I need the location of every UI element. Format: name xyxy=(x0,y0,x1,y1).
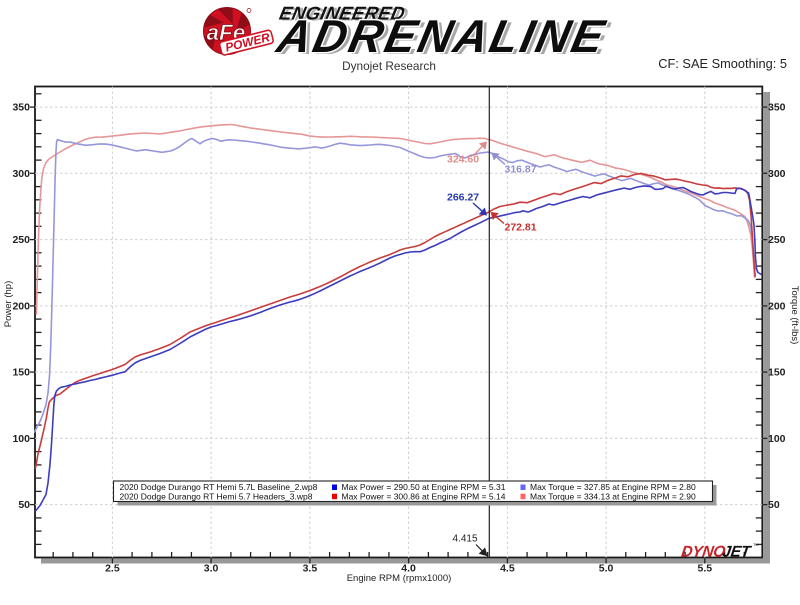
svg-text:ENGINEERED: ENGINEERED xyxy=(278,3,408,24)
svg-text:100: 100 xyxy=(12,433,30,445)
svg-text:50: 50 xyxy=(18,499,30,511)
svg-text:Max Power = 290.50 at Engine R: Max Power = 290.50 at Engine RPM = 5.31 xyxy=(342,482,506,492)
svg-text:150: 150 xyxy=(12,367,30,379)
svg-text:250: 250 xyxy=(768,234,786,246)
svg-text:4.5: 4.5 xyxy=(500,563,515,575)
svg-text:JET: JET xyxy=(721,544,753,561)
svg-text:324.60: 324.60 xyxy=(447,154,479,166)
svg-text:300: 300 xyxy=(12,168,30,180)
svg-text:316.87: 316.87 xyxy=(505,164,537,176)
svg-text:250: 250 xyxy=(12,234,30,246)
svg-text:Engine RPM (rpmx1000): Engine RPM (rpmx1000) xyxy=(347,573,452,584)
svg-text:266.27: 266.27 xyxy=(447,192,479,204)
svg-text:3.0: 3.0 xyxy=(204,563,219,575)
svg-text:Power (hp): Power (hp) xyxy=(3,281,14,327)
svg-text:Max Torque = 334.13 at Engine: Max Torque = 334.13 at Engine RPM = 2.90 xyxy=(530,491,696,501)
svg-text:200: 200 xyxy=(12,300,30,312)
svg-text:150: 150 xyxy=(768,367,786,379)
svg-text:Max Power = 300.86 at Engine R: Max Power = 300.86 at Engine RPM = 5.14 xyxy=(342,491,506,501)
svg-text:ADRENALINE: ADRENALINE xyxy=(276,12,615,63)
svg-text:ADRENALINE: ADRENALINE xyxy=(272,10,611,61)
svg-text:CF: SAE Smoothing: 5: CF: SAE Smoothing: 5 xyxy=(658,56,787,71)
svg-text:3.5: 3.5 xyxy=(303,563,318,575)
svg-text:Torque (ft-lbs): Torque (ft-lbs) xyxy=(789,286,800,345)
svg-text:4.0: 4.0 xyxy=(401,563,416,575)
svg-text:100: 100 xyxy=(768,433,786,445)
svg-text:272.81: 272.81 xyxy=(505,222,537,234)
svg-text:200: 200 xyxy=(768,300,786,312)
svg-text:2020 Dodge Durango RT Hemi 5.7: 2020 Dodge Durango RT Hemi 5.7 Headers_3… xyxy=(120,491,313,501)
svg-text:ENGINEERED: ENGINEERED xyxy=(281,4,411,25)
svg-text:5.0: 5.0 xyxy=(599,563,614,575)
svg-text:DYNO: DYNO xyxy=(680,544,726,561)
svg-text:50: 50 xyxy=(768,499,780,511)
svg-text:5.5: 5.5 xyxy=(697,563,712,575)
svg-text:350: 350 xyxy=(12,102,30,114)
svg-text:300: 300 xyxy=(768,168,786,180)
svg-text:2.5: 2.5 xyxy=(105,563,120,575)
svg-text:4.415: 4.415 xyxy=(453,534,478,545)
svg-text:ADRENALINE: ADRENALINE xyxy=(272,10,611,61)
svg-text:Dynojet Research: Dynojet Research xyxy=(342,59,436,73)
svg-text:2020 Dodge Durango RT Hemi 5.7: 2020 Dodge Durango RT Hemi 5.7L Baseline… xyxy=(120,482,318,492)
svg-text:350: 350 xyxy=(768,102,786,114)
svg-text:Max Torque = 327.85 at Engine: Max Torque = 327.85 at Engine RPM = 2.80 xyxy=(530,482,696,492)
svg-text:TM: TM xyxy=(753,543,758,547)
